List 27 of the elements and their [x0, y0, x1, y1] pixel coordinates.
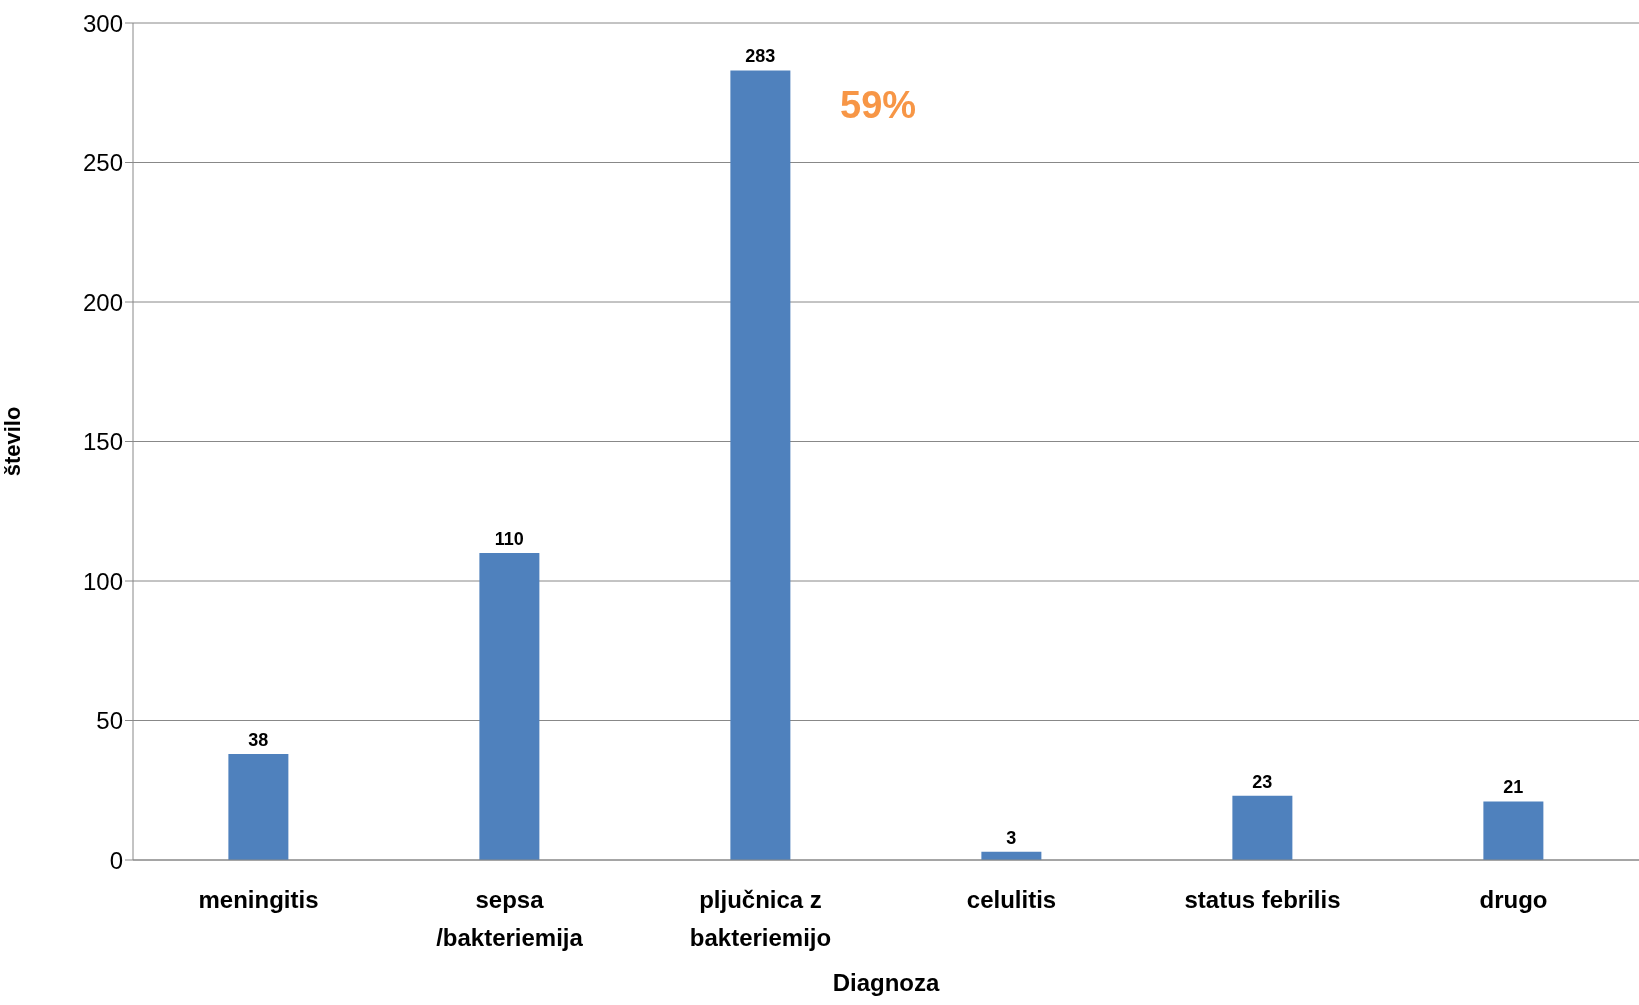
x-tick-label: drugo [1479, 886, 1548, 913]
y-axis-title: število [0, 406, 25, 477]
y-tick-label: 100 [82, 567, 123, 595]
x-tick-label: sepsa /bakteriemija [436, 886, 584, 951]
x-axis-title: Diagnoza [832, 969, 940, 996]
y-tick-label: 150 [82, 428, 123, 456]
x-tick-label: status febrilis [1184, 886, 1341, 913]
bar [1483, 801, 1544, 860]
bar [730, 70, 791, 860]
annotation: 59% [840, 84, 917, 127]
y-tick-label: 250 [82, 149, 123, 177]
bar [479, 553, 540, 860]
x-tick-label: pljučnica z bakteriemijo [689, 886, 832, 951]
x-tick-label: meningitis [198, 886, 319, 913]
y-tick-label: 200 [82, 288, 123, 316]
y-tick-label: 50 [96, 707, 123, 735]
data-label: 110 [494, 529, 524, 550]
data-label: 38 [248, 729, 269, 750]
data-label: 21 [1503, 777, 1524, 798]
y-tick-label: 0 [109, 846, 123, 874]
bar [228, 753, 289, 860]
data-label: 283 [745, 46, 776, 67]
x-tick-label: celulitis [966, 886, 1057, 913]
data-label: 3 [1006, 827, 1017, 848]
bar [1232, 795, 1293, 860]
y-tick-label: 300 [82, 9, 123, 37]
data-label: 23 [1252, 771, 1273, 792]
